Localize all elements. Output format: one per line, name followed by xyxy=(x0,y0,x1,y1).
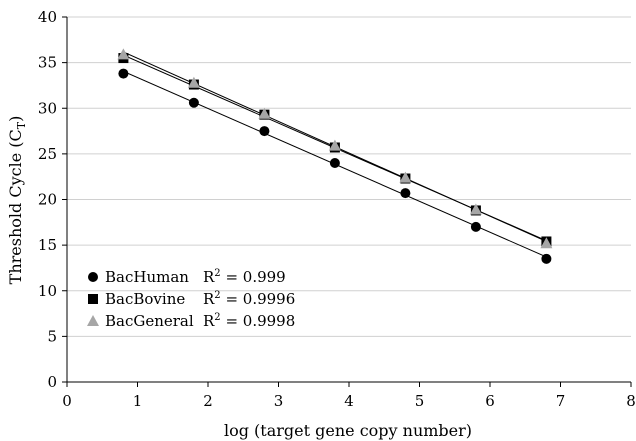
x-tick-label: 6 xyxy=(485,392,495,410)
legend-r2-bacbovine: R2 = 0.9996 xyxy=(203,290,295,308)
y-axis-label-main: Threshold Cycle (C xyxy=(6,129,25,284)
x-tick-label: 1 xyxy=(133,392,143,410)
x-tick-label: 7 xyxy=(556,392,566,410)
x-axis-label: log (target gene copy number) xyxy=(224,421,472,440)
x-tick-label: 5 xyxy=(415,392,425,410)
trendlines xyxy=(123,51,547,258)
x-tick-label: 2 xyxy=(203,392,213,410)
data-point-bachuman xyxy=(259,126,270,137)
data-points xyxy=(117,48,553,264)
y-tick-label: 25 xyxy=(38,145,57,163)
legend-marker-bachuman xyxy=(88,272,98,282)
legend-marker-bacbovine xyxy=(88,294,98,304)
data-point-bacgeneral xyxy=(117,48,130,60)
data-point-bachuman xyxy=(400,188,411,199)
y-tick-label: 40 xyxy=(38,8,57,26)
legend: BacHuman R2 = 0.999 BacBovine R2 = 0.9996 Ba… xyxy=(87,268,295,330)
x-tick-label: 0 xyxy=(62,392,72,410)
y-tick-label: 35 xyxy=(38,54,57,72)
y-tick-label: 5 xyxy=(47,327,57,345)
data-point-bachuman xyxy=(329,158,340,168)
data-point-bacgeneral xyxy=(540,237,553,249)
data-point-bacgeneral xyxy=(399,171,412,183)
x-tick-label: 4 xyxy=(344,392,354,410)
y-tick-label: 0 xyxy=(47,373,57,391)
y-tick-label: 30 xyxy=(38,99,57,117)
legend-marker-bacgeneral xyxy=(87,315,99,326)
y-tick-label: 20 xyxy=(38,191,57,209)
data-point-bacgeneral xyxy=(328,139,341,151)
x-tick-label: 8 xyxy=(626,392,636,410)
data-point-bacgeneral xyxy=(258,107,271,119)
y-axis-label-sub: T xyxy=(15,121,28,129)
data-point-bachuman xyxy=(188,97,199,108)
legend-label-bachuman: BacHuman xyxy=(105,268,189,286)
data-point-bachuman xyxy=(118,68,129,79)
data-point-bacgeneral xyxy=(187,76,200,88)
data-point-bachuman xyxy=(541,253,552,264)
data-point-bacgeneral xyxy=(469,203,482,215)
data-point-bachuman xyxy=(470,221,481,232)
tick-labels: 0 5 10 15 20 25 30 35 40 0 1 2 3 4 5 6 7 8 xyxy=(38,8,636,410)
y-axis-label-close: ) xyxy=(6,116,25,122)
legend-label-bacgeneral: BacGeneral xyxy=(105,312,194,330)
y-tick-label: 15 xyxy=(38,236,57,254)
y-axis-label: Threshold Cycle (CT) xyxy=(6,116,28,285)
y-tick-label: 10 xyxy=(38,282,57,300)
legend-r2-bacgeneral: R2 = 0.9998 xyxy=(203,312,295,330)
x-tick-label: 3 xyxy=(274,392,284,410)
legend-r2-bachuman: R2 = 0.999 xyxy=(203,268,286,286)
legend-label-bacbovine: BacBovine xyxy=(105,290,185,308)
